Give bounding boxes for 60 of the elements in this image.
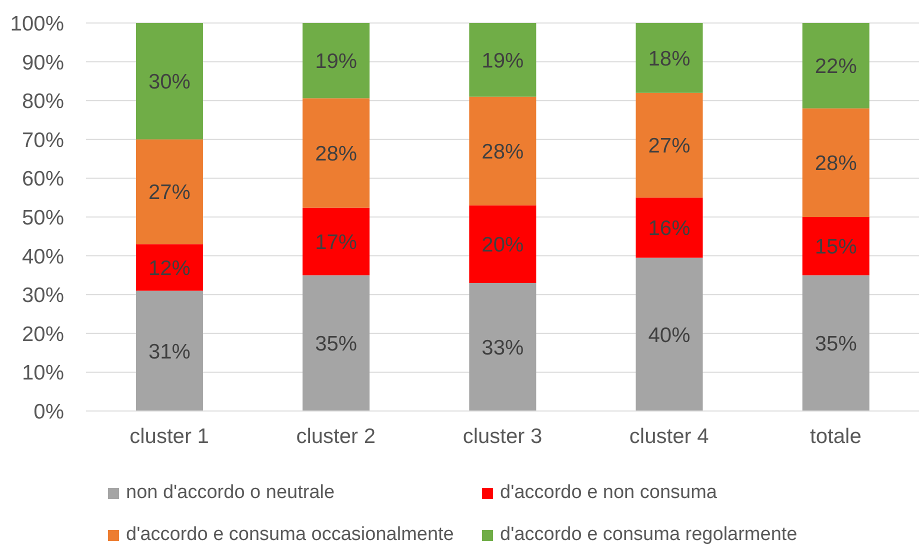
- data-label: 28%: [482, 140, 524, 164]
- y-tick-label: 70%: [22, 128, 64, 152]
- y-tick-label: 50%: [22, 206, 64, 230]
- x-tick-label: cluster 4: [629, 424, 710, 448]
- x-tick-label: totale: [810, 424, 862, 448]
- data-label: 35%: [315, 332, 358, 356]
- data-label: 15%: [814, 236, 857, 259]
- legend-label: d'accordo e consuma occasionalmente: [126, 524, 454, 546]
- bar: [802, 275, 870, 411]
- y-tick-label: 40%: [22, 245, 64, 268]
- x-tick-label: cluster 2: [296, 424, 376, 448]
- data-label: 35%: [814, 332, 857, 356]
- bar: [469, 96, 536, 206]
- bar: [469, 205, 536, 283]
- data-label: 28%: [814, 152, 857, 176]
- y-tick-label: 100%: [10, 12, 64, 36]
- bar: [469, 23, 536, 97]
- data-label: 22%: [814, 55, 857, 78]
- x-tick-label: cluster 1: [130, 424, 209, 448]
- x-tick-label: cluster 3: [462, 424, 542, 448]
- bar: [302, 23, 370, 98]
- legend-label: d'accordo e non consuma: [500, 482, 717, 504]
- data-label: 27%: [648, 134, 690, 158]
- bar: [302, 208, 370, 276]
- bar: [136, 23, 203, 140]
- bar: [469, 282, 536, 411]
- bar: [636, 258, 703, 411]
- bar: [136, 139, 203, 244]
- data-label: 40%: [648, 324, 690, 347]
- bar: [636, 198, 703, 258]
- bar: [802, 23, 870, 108]
- data-label: 20%: [482, 234, 524, 257]
- data-label: 16%: [648, 217, 690, 240]
- data-label: 12%: [148, 256, 190, 280]
- data-label: 19%: [315, 50, 358, 74]
- y-tick-label: 90%: [22, 51, 64, 74]
- legend-label: non d'accordo o neutrale: [126, 482, 335, 504]
- y-tick-label: 20%: [22, 322, 64, 346]
- y-tick-label: 10%: [22, 362, 64, 385]
- y-tick-label: 60%: [22, 168, 64, 191]
- bar: [636, 23, 703, 93]
- bar: [636, 92, 703, 198]
- data-label: 27%: [148, 181, 190, 204]
- data-label: 28%: [315, 142, 358, 166]
- bar: [136, 290, 203, 411]
- data-label: 18%: [648, 47, 690, 70]
- bar: [302, 98, 370, 208]
- data-label: 30%: [148, 70, 190, 94]
- y-tick-label: 0%: [34, 400, 64, 424]
- bar: [302, 275, 370, 411]
- data-label: 33%: [482, 336, 524, 360]
- data-label: 19%: [482, 49, 524, 72]
- bar: [802, 217, 870, 276]
- data-label: 31%: [148, 340, 190, 364]
- y-tick-label: 30%: [22, 284, 64, 308]
- data-label: 17%: [315, 230, 358, 254]
- bar: [802, 108, 870, 217]
- legend-label: d'accordo e consuma regolarmente: [500, 524, 798, 546]
- bar: [136, 244, 203, 291]
- y-tick-label: 80%: [22, 90, 64, 114]
